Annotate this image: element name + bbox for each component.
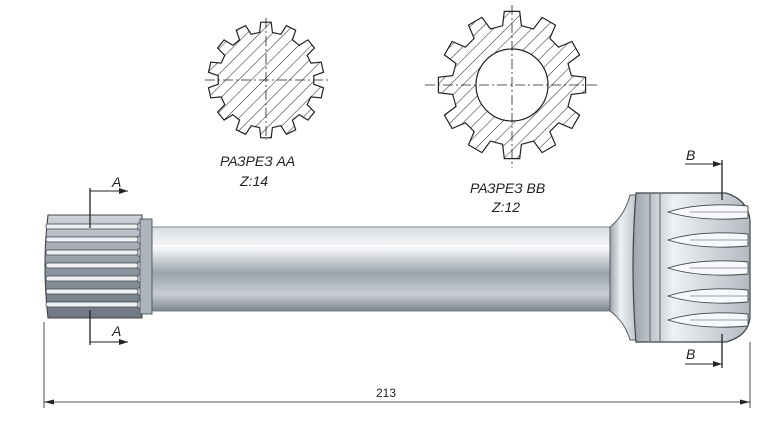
spline-groove [45,249,139,256]
cut-b: B B [685,147,723,368]
cut-a-top-label: A [111,174,121,190]
spline-groove [45,288,139,295]
right-head-teeth [666,204,749,328]
spline-groove [45,236,139,243]
spline-groove [45,262,139,269]
cut-b-top-label: B [686,147,695,163]
section-aa-title: РАЗРЕЗ АА [220,153,295,169]
spline-groove [45,223,139,230]
section-bb-gear [425,5,600,168]
cut-a: A A [89,174,128,345]
shaft-body [149,226,621,312]
overall-dimension: 213 [43,322,751,408]
spline-groove [45,275,139,282]
left-spline-shoulder [139,218,153,315]
spline-groove [45,301,139,308]
section-aa-gear [205,18,328,140]
section-aa-teeth: Z:14 [239,173,268,189]
cut-b-bottom-label: B [686,346,695,362]
section-bb-teeth: Z:12 [491,199,520,215]
right-gear-head [632,192,751,343]
section-bb-title: РАЗРЕЗ ВВ [470,180,545,196]
shaft [149,194,641,341]
cut-a-bottom-label: A [111,323,121,339]
dimension-value: 213 [376,386,396,400]
left-spline [44,214,153,319]
